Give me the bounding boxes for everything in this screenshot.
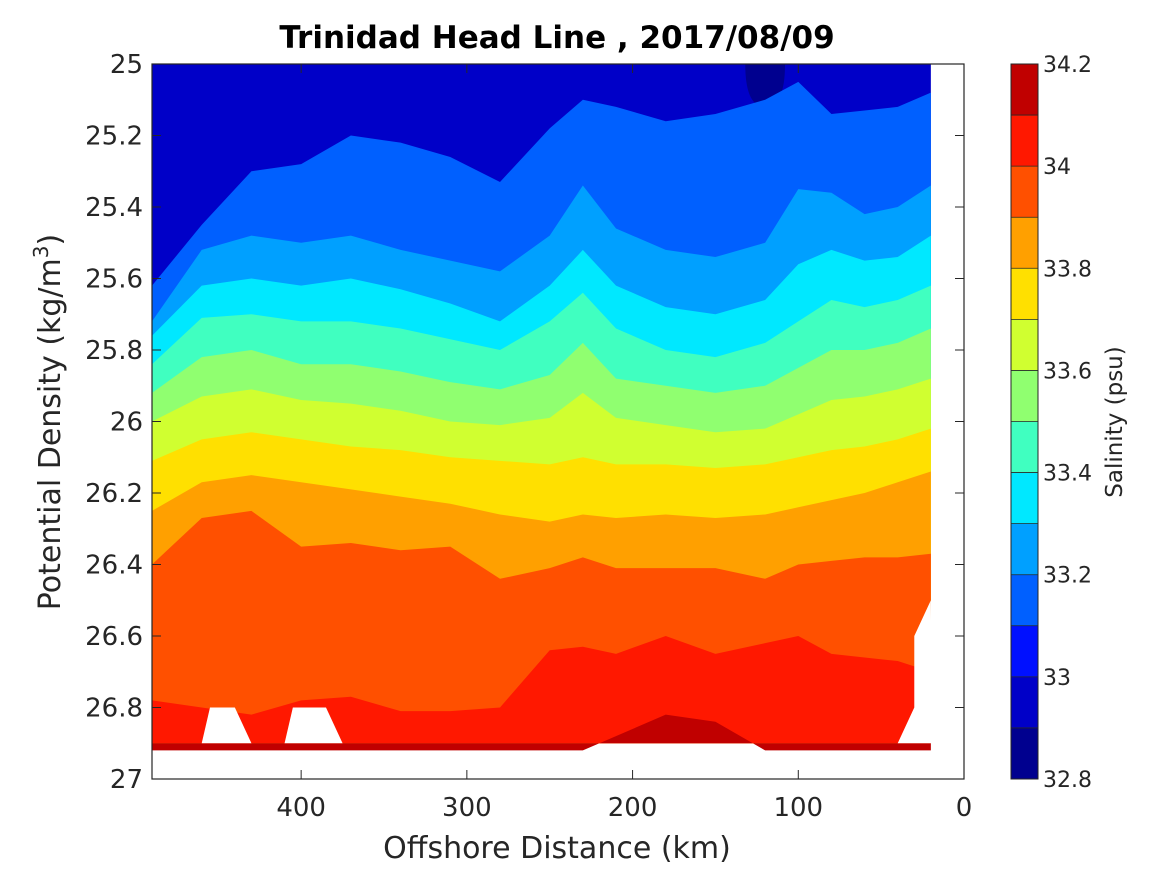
y-tick-label: 26.4 — [85, 551, 143, 581]
colorbar-tick-label: 33 — [1043, 666, 1071, 691]
colorbar-segment — [1011, 166, 1038, 218]
y-tick-label: 26.2 — [85, 479, 143, 509]
y-tick-label: 26.6 — [85, 622, 143, 652]
colorbar-segment — [1011, 574, 1038, 626]
colorbar-label: Salinity (psu) — [1102, 346, 1128, 498]
salinity-band-34.1 — [152, 714, 931, 751]
y-axis-label-superscript: 3 — [29, 245, 53, 258]
colorbar-segment — [1011, 727, 1038, 779]
fresh-core-0 — [259, 64, 509, 154]
y-axis-label-main: Potential Density (kg/m — [33, 258, 68, 610]
colorbar-segment — [1011, 217, 1038, 269]
colorbar-tick-label: 34 — [1043, 155, 1071, 180]
colorbar-tick-label: 33.2 — [1043, 564, 1092, 589]
x-tick-label: 0 — [956, 793, 973, 823]
colorbar-segment — [1011, 421, 1038, 473]
y-axis-ticks: 25 25.2 25.4 25.6 25.8 26 26.2 26.4 26.6 26.8 27 — [85, 50, 964, 795]
colorbar-segment — [1011, 625, 1038, 677]
salinity-band-34.0 — [152, 636, 931, 744]
chart-title: Trinidad Head Line , 2017/08/09 — [279, 20, 834, 56]
contour-fill-layer — [152, 64, 932, 751]
missing-data-gap-right — [897, 600, 932, 744]
colorbar: 32.8 33 33.2 33.4 33.6 33.8 34 34.2 — [1010, 53, 1092, 793]
y-tick-label: 25.6 — [85, 265, 143, 295]
y-tick-label: 25 — [110, 50, 143, 80]
colorbar-tick-label: 33.6 — [1043, 359, 1092, 384]
y-tick-label: 25.4 — [85, 193, 143, 223]
x-tick-label: 100 — [773, 793, 823, 823]
y-tick-label: 26 — [110, 408, 143, 438]
missing-data-gap-1 — [284, 707, 343, 744]
colorbar-segment — [1011, 472, 1038, 524]
y-axis-label-close: ) — [33, 234, 68, 246]
x-tick-label: 400 — [276, 793, 326, 823]
colorbar-segment — [1011, 319, 1038, 371]
missing-data-gap-0 — [201, 707, 252, 744]
colorbar-segment — [1011, 370, 1038, 422]
x-axis-label: Offshore Distance (km) — [383, 831, 731, 866]
fresh-core-3 — [226, 64, 310, 107]
colorbar-segment — [1011, 523, 1038, 575]
x-tick-label: 200 — [608, 793, 658, 823]
colorbar-frame — [1010, 63, 1039, 780]
y-axis-label: Potential Density (kg/m3) — [29, 234, 68, 610]
colorbar-tick-label: 33.8 — [1043, 257, 1092, 282]
y-tick-label: 25.8 — [85, 336, 143, 366]
colorbar-segment — [1011, 268, 1038, 320]
colorbar-segment — [1011, 676, 1038, 728]
y-tick-label: 27 — [110, 765, 143, 795]
colorbar-segment — [1011, 115, 1038, 167]
colorbar-segment — [1011, 64, 1038, 116]
x-tick-label: 300 — [442, 793, 492, 823]
colorbar-tick-label: 33.4 — [1043, 462, 1092, 487]
y-tick-label: 25.2 — [85, 122, 143, 152]
x-axis-ticks: 400 300 200 100 0 — [276, 64, 972, 823]
colorbar-tick-label: 34.2 — [1043, 53, 1092, 78]
y-tick-label: 26.8 — [85, 694, 143, 724]
colorbar-tick-label: 32.8 — [1043, 768, 1092, 793]
